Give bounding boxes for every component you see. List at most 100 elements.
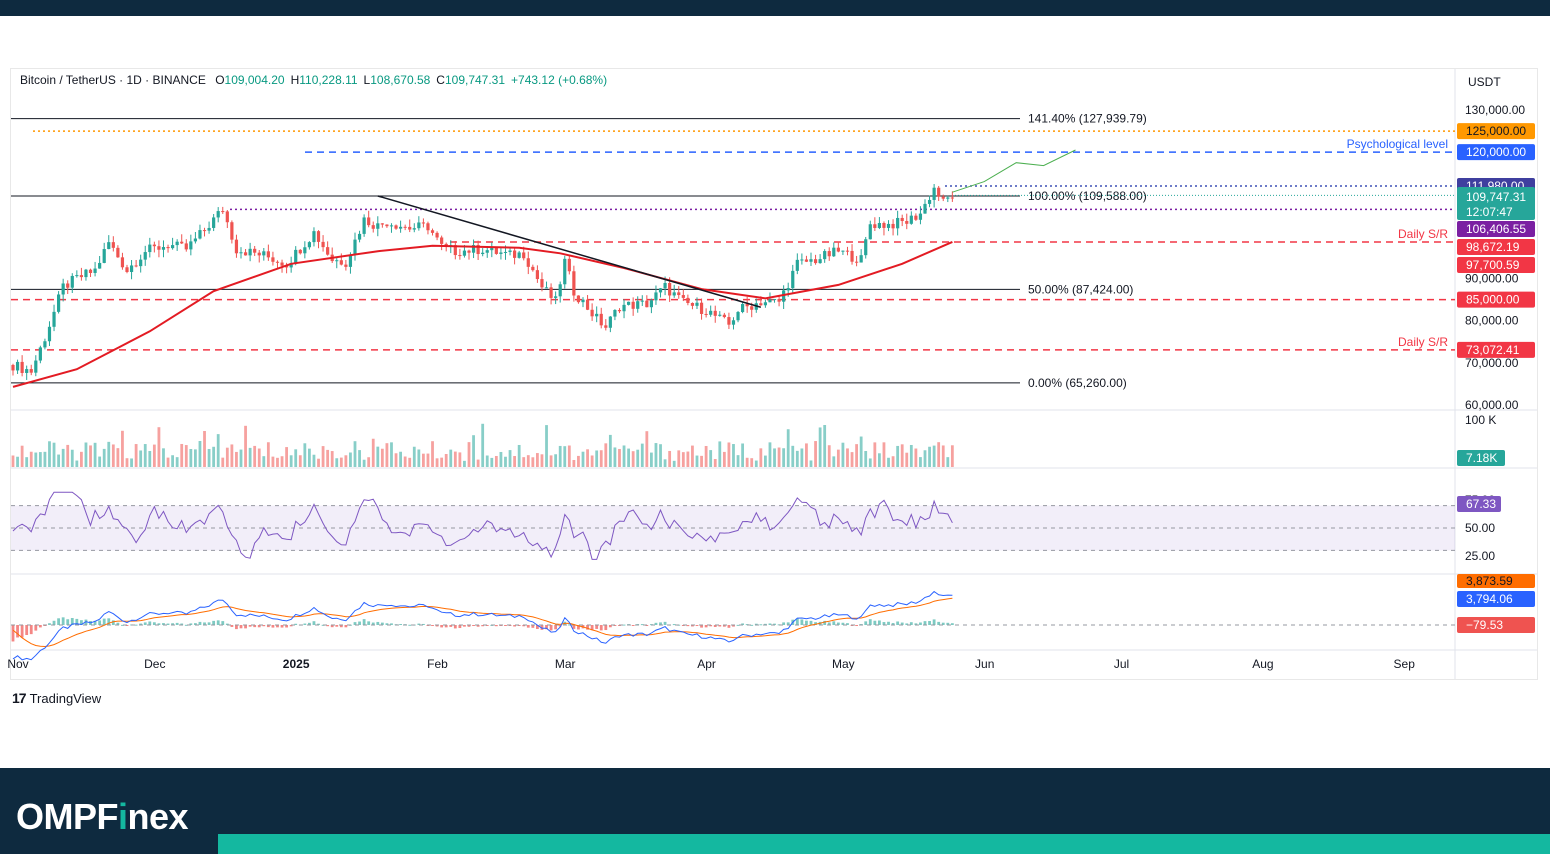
macd-hist-bar (923, 621, 927, 625)
price-tick-label: 90,000.00 (1465, 272, 1519, 286)
volume-bar (116, 448, 120, 467)
volume-bar (494, 455, 498, 467)
macd-hist-bar (34, 625, 38, 631)
candle-body (476, 245, 480, 255)
volume-bar (335, 458, 339, 467)
volume-bar (536, 453, 539, 467)
candle-body (617, 309, 622, 312)
chart[interactable]: USDT 141.40% (127,939.79) 100.00% (109,588… (0, 0, 1550, 700)
candle-body (503, 251, 508, 253)
macd-hist-bar (244, 625, 247, 629)
macd-hist-bar (741, 623, 744, 625)
macd-hist-bar (390, 623, 393, 625)
volume-bar (244, 425, 247, 467)
macd-hist-bar (52, 620, 56, 625)
candle-body (950, 197, 954, 199)
volume-bar (567, 445, 571, 467)
macd-hist-bar (11, 625, 15, 642)
candle-body (367, 217, 371, 226)
candle-body (253, 248, 257, 253)
macd-hist-bar (540, 625, 544, 630)
volume-bar (504, 456, 507, 467)
time-tick-label: Nov (7, 657, 28, 671)
volume-bar (732, 444, 735, 467)
macd-hist-bar (449, 625, 453, 627)
macd-hist-bar (212, 620, 216, 625)
volume-bar (399, 451, 402, 467)
candle-body (741, 304, 745, 313)
candle-body (681, 295, 685, 298)
macd-hist-bar (754, 623, 758, 625)
volume-bar (905, 452, 909, 467)
macd-signal-tag: 3,873.59 (1466, 574, 1513, 588)
volume-bar (818, 427, 822, 467)
volume-bar (453, 451, 457, 467)
candle-body (20, 361, 24, 373)
volume-bar (330, 451, 334, 467)
volume-bar (709, 450, 713, 467)
volume-bar (809, 460, 813, 467)
macd-hist-bar (203, 622, 206, 625)
macd-hist-bar (846, 623, 849, 625)
volume-bar (791, 445, 795, 467)
candle-body (836, 247, 840, 252)
candle-body (490, 246, 494, 251)
candle-body (348, 254, 353, 267)
volume-bar (554, 454, 558, 467)
candle-body (522, 252, 526, 259)
volume-bar (736, 455, 740, 467)
macd-hist-bar (608, 625, 612, 628)
volume-bar (221, 457, 225, 467)
candle-body (148, 244, 152, 253)
macd-hist-bar (162, 623, 165, 625)
candle-body (389, 225, 394, 227)
macd-hist-bar (736, 624, 740, 626)
candle-body (243, 252, 248, 256)
candle-body (52, 311, 56, 327)
symbol-label[interactable]: Bitcoin / TetherUS · 1D · BINANCE (20, 73, 206, 87)
macd-hist-bar (937, 621, 941, 625)
volume-bar (294, 449, 298, 467)
candle-body (627, 301, 631, 305)
macd-hist-bar (312, 621, 316, 625)
macd-hist-bar (572, 625, 576, 629)
candle-body (262, 251, 266, 256)
macd-hist-bar (376, 621, 380, 625)
candles (11, 184, 954, 380)
volume-axis-label: 100 K (1465, 413, 1496, 427)
price-tag-bg (1457, 341, 1535, 358)
volume-bar (868, 458, 872, 467)
macd-hist-bar (380, 622, 384, 625)
volume-bar (782, 448, 786, 467)
tradingview-logo[interactable]: 17 TradingView (12, 690, 101, 706)
candle-body (198, 230, 202, 239)
price-tag-bg (1457, 257, 1535, 273)
macd-hist-bar (750, 624, 754, 626)
macd-hist-bar (590, 625, 594, 631)
volume-bar (586, 449, 589, 467)
candle-body (608, 316, 612, 328)
macd-hist-bar (463, 625, 466, 627)
volume-bar (645, 431, 649, 467)
volume-bar (531, 457, 535, 467)
candle-body (718, 314, 722, 316)
time-tick-label: Aug (1252, 657, 1273, 671)
macd-hist-bar (896, 621, 900, 625)
macd-hist-bar (549, 625, 553, 631)
volume-bar (545, 425, 548, 467)
macd-hist-bar (339, 625, 343, 628)
macd-hist-bar (932, 619, 936, 625)
volume-bar (130, 458, 133, 467)
volume-bar (563, 446, 567, 467)
candle-body (663, 282, 667, 289)
rsi-tag-bg (1457, 496, 1501, 512)
volume-bar (663, 459, 667, 467)
candle-body (125, 267, 129, 273)
macd-hist-bar (476, 625, 480, 627)
macd-signal-tag-bg (1457, 574, 1535, 588)
candle-body (380, 223, 384, 225)
macd-hist-tag-bg (1457, 617, 1535, 633)
macd-hist-bar (873, 620, 877, 625)
candle-body (307, 242, 311, 248)
macd-hist-bar (718, 625, 722, 627)
